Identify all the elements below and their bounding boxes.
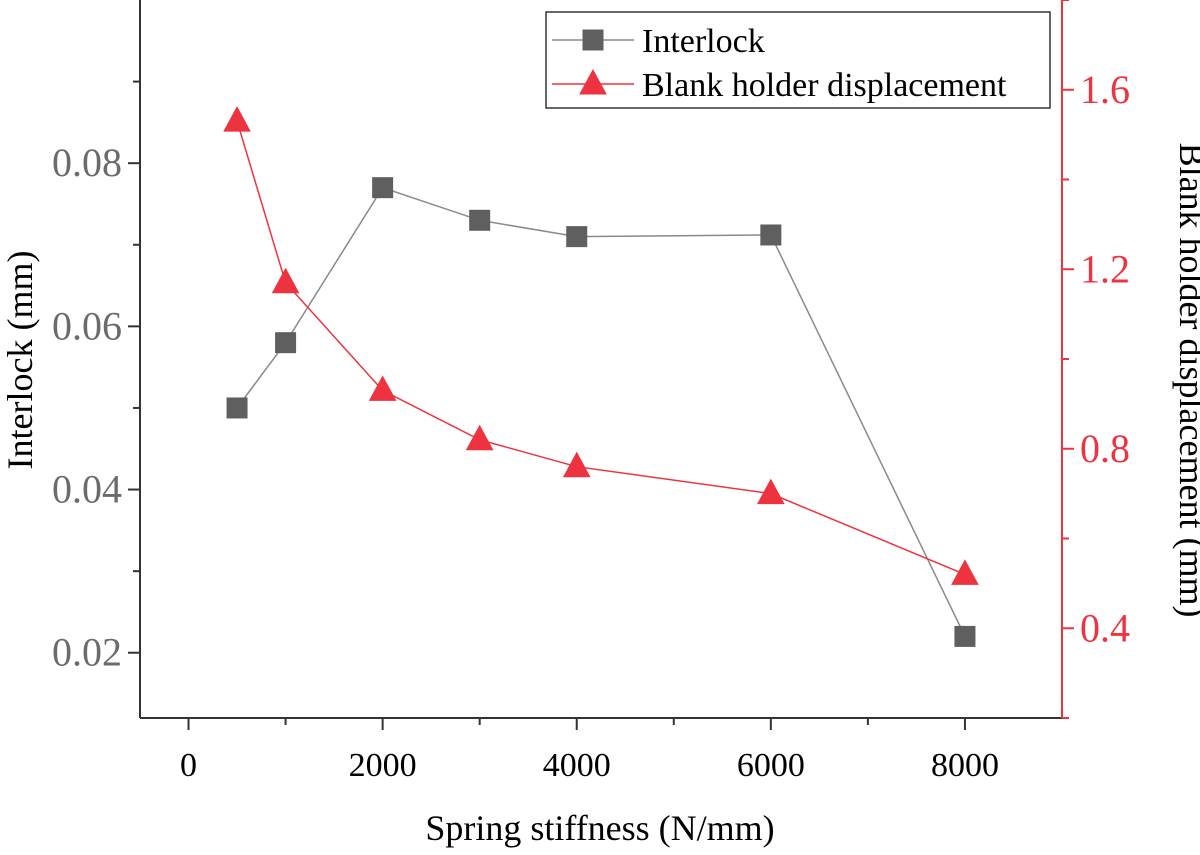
y-right-tick-label: 0.4 <box>1080 605 1130 650</box>
data-point <box>469 209 491 231</box>
legend-label: Blank holder displacement <box>642 67 1007 104</box>
data-point <box>223 106 251 132</box>
legend-box <box>545 11 1051 109</box>
data-point <box>372 177 394 199</box>
data-point <box>562 451 591 478</box>
x-tick-label: 8000 <box>931 747 999 784</box>
y-left-tick-label: 0.04 <box>52 467 122 512</box>
data-point <box>275 332 297 354</box>
y-left-tick-label: 0.08 <box>52 140 122 185</box>
x-tick-label: 6000 <box>737 747 805 784</box>
series-layer <box>223 106 979 647</box>
data-point <box>760 224 782 246</box>
x-axis-title: Spring stiffness (N/mm) <box>425 808 774 848</box>
data-point <box>465 424 494 451</box>
y-right-tick-label: 0.8 <box>1080 426 1130 471</box>
series-blank-holder-displacement <box>223 106 979 585</box>
data-point <box>566 226 588 248</box>
y-axis-right-title: Blank holder displacement (mm) <box>1172 143 1200 618</box>
series-line <box>236 120 966 576</box>
legend: Interlock Blank holder displacement <box>545 11 1051 109</box>
y-axis-left-title: Interlock (mm) <box>0 251 40 470</box>
x-tick-label: 4000 <box>543 747 611 784</box>
series-interlock <box>226 177 976 647</box>
x-tick-label: 0 <box>180 747 197 784</box>
legend-marker <box>582 29 604 51</box>
series-line <box>236 186 966 637</box>
data-point <box>226 397 248 419</box>
y-left-tick-label: 0.06 <box>52 303 122 348</box>
data-point <box>951 559 979 585</box>
y-right-tick-label: 1.2 <box>1080 246 1130 291</box>
axes-layer: 0 2000 4000 6000 8000 0.02 0.04 0.06 0.08 0.4 0.8 1… <box>52 0 1130 784</box>
y-right-tick-label: 1.6 <box>1080 67 1130 112</box>
data-point <box>757 478 785 505</box>
y-left-tick-label: 0.02 <box>52 630 122 675</box>
data-point <box>954 625 976 647</box>
legend-label: Interlock <box>642 23 765 60</box>
x-tick-label: 2000 <box>349 747 417 784</box>
legend-marker <box>579 68 607 95</box>
data-point <box>271 267 300 294</box>
data-point <box>368 375 397 401</box>
